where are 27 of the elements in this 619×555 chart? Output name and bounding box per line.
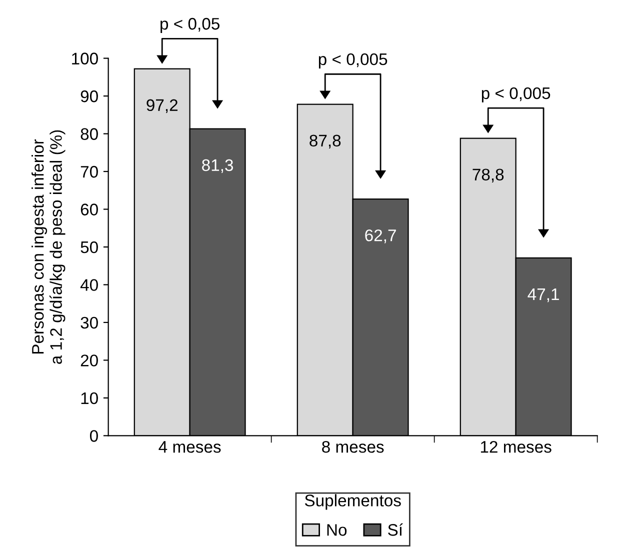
legend-title: Suplementos (304, 494, 401, 510)
y-tick-label: 60 (80, 204, 98, 216)
x-tick-label: 8 meses (322, 440, 384, 453)
y-tick-label: 10 (81, 392, 98, 404)
x-tick-label: 12 meses (480, 440, 552, 453)
x-tick-label: 4 meses (158, 441, 221, 453)
data-label: 78,8 (472, 168, 504, 182)
legend-label: No (327, 524, 347, 536)
data-label: 81,3 (202, 159, 234, 174)
text: p < 0,05 (160, 18, 220, 33)
legend-label: Sí (388, 523, 403, 536)
y-axis-title: Personas con ingesta inferior a 1,2 g/día/kg de peso ideal (%) (32, 130, 66, 364)
y-tick-label: 50 (80, 241, 98, 254)
annotation: p < 0,005 (482, 87, 550, 102)
y-tick-label: 90 (80, 90, 98, 102)
y-tick-label: 100 (72, 52, 98, 64)
y-tick-label: 80 (80, 128, 98, 140)
data-label: 62,7 (365, 229, 396, 244)
y-tick-label: 70 (80, 166, 98, 178)
y-tick-label: 30 (80, 316, 98, 329)
data-label: 97,2 (146, 99, 178, 114)
y-tick-label: 0 (90, 430, 98, 442)
data-label: 47,1 (528, 288, 559, 302)
annotation: p < 0,005 (318, 53, 388, 68)
y-tick-label: 40 (80, 279, 98, 291)
y-tick-label: 20 (80, 354, 98, 366)
data-label: 87,8 (310, 134, 341, 148)
